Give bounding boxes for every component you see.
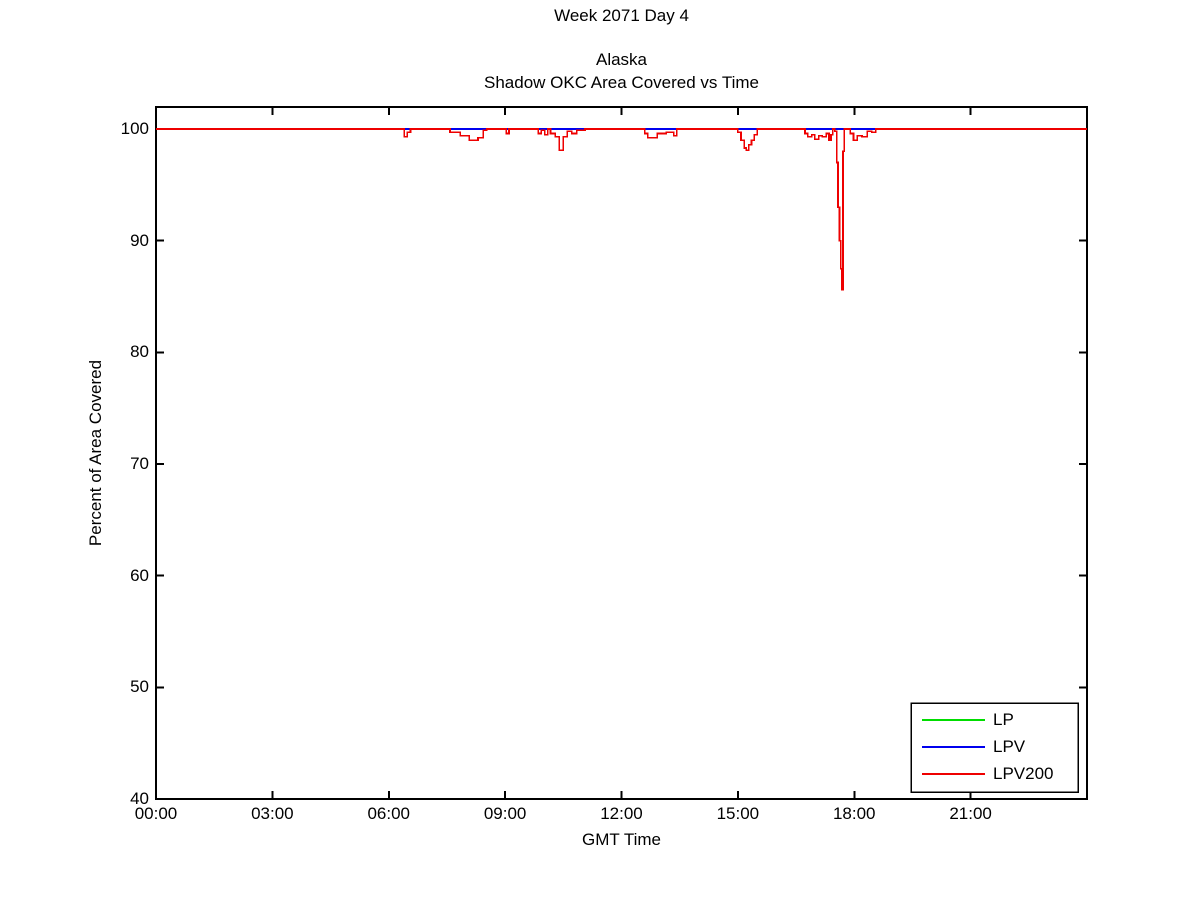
legend-label-lpv200: LPV200: [993, 764, 1054, 783]
y-tick-label: 60: [130, 565, 149, 585]
series-line-lpv200: [156, 128, 1087, 291]
y-tick-label: 80: [130, 342, 149, 362]
y-tick-label: 70: [130, 454, 149, 473]
chart-title: Shadow OKC Area Covered vs Time: [484, 73, 759, 92]
x-tick-label: 12:00: [600, 804, 643, 823]
y-axis-label: Percent of Area Covered: [86, 359, 105, 547]
y-tick-label: 40: [130, 789, 149, 808]
x-tick-label: 18:00: [832, 804, 876, 823]
legend-label-lp: LP: [993, 710, 1014, 729]
figure-suptitle: Week 2071 Day 4: [554, 6, 689, 25]
y-tick-label: 100: [120, 119, 149, 138]
axes-box: [155, 106, 1088, 800]
y-tick-label: 50: [130, 677, 149, 697]
x-tick-label: 00:00: [134, 804, 178, 823]
x-tick-label: 03:00: [251, 804, 294, 823]
chart-subtitle: Alaska: [595, 50, 648, 69]
y-tick-label: 90: [130, 230, 149, 250]
x-tick-label: 21:00: [949, 804, 992, 823]
x-axis-label: GMT Time: [581, 830, 662, 849]
legend-label-lpv: LPV: [993, 737, 1026, 756]
x-tick-label: 15:00: [716, 804, 760, 823]
x-tick-label: 09:00: [483, 804, 527, 823]
x-tick-label: 06:00: [367, 804, 411, 823]
